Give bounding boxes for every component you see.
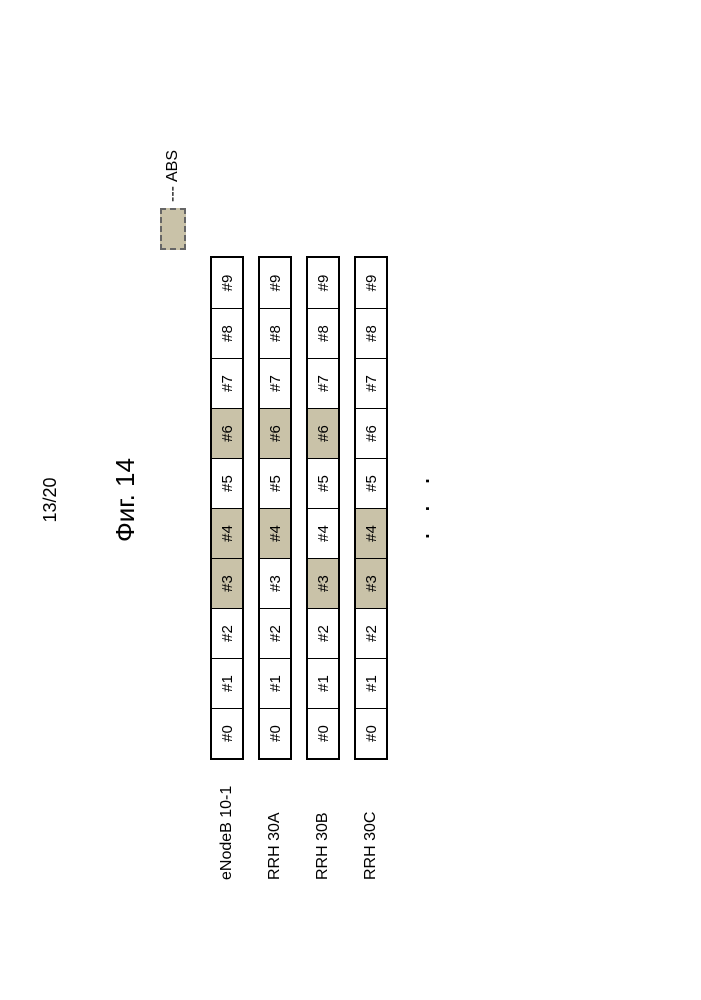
row-label: eNodeB 10-1: [218, 760, 236, 880]
subframe-cell: #8: [212, 308, 242, 358]
subframe-cell: #2: [260, 608, 290, 658]
legend-label: ABS: [164, 150, 182, 182]
subframe-cell: #4: [356, 508, 386, 558]
subframe-cell: #3: [212, 558, 242, 608]
subframe-cell: #9: [356, 258, 386, 308]
subframe-strip: #0#1#2#3#4#5#6#7#8#9: [354, 256, 388, 760]
subframe-cell: #0: [308, 708, 338, 758]
ellipsis: . . .: [404, 471, 436, 540]
subframe-cell: #9: [308, 258, 338, 308]
subframe-rows: eNodeB 10-1#0#1#2#3#4#5#6#7#8#9RRH 30A#0…: [210, 256, 402, 880]
legend-dots: ---: [164, 186, 182, 202]
subframe-cell: #1: [260, 658, 290, 708]
subframe-cell: #4: [260, 508, 290, 558]
subframe-cell: #0: [260, 708, 290, 758]
subframe-cell: #5: [212, 458, 242, 508]
subframe-row: RRH 30A#0#1#2#3#4#5#6#7#8#9: [258, 256, 292, 880]
subframe-cell: #8: [260, 308, 290, 358]
subframe-cell: #1: [212, 658, 242, 708]
subframe-cell: #6: [212, 408, 242, 458]
legend: --- ABS: [160, 150, 186, 250]
subframe-cell: #3: [356, 558, 386, 608]
subframe-cell: #8: [356, 308, 386, 358]
subframe-cell: #8: [308, 308, 338, 358]
subframe-cell: #3: [308, 558, 338, 608]
row-label: RRH 30B: [314, 760, 332, 880]
subframe-cell: #2: [356, 608, 386, 658]
subframe-cell: #5: [308, 458, 338, 508]
row-label: RRH 30A: [266, 760, 284, 880]
subframe-strip: #0#1#2#3#4#5#6#7#8#9: [258, 256, 292, 760]
subframe-cell: #7: [212, 358, 242, 408]
subframe-row: RRH 30C#0#1#2#3#4#5#6#7#8#9: [354, 256, 388, 880]
legend-swatch: [160, 208, 186, 250]
subframe-cell: #3: [260, 558, 290, 608]
subframe-cell: #0: [212, 708, 242, 758]
subframe-row: RRH 30B#0#1#2#3#4#5#6#7#8#9: [306, 256, 340, 880]
subframe-cell: #4: [212, 508, 242, 558]
subframe-cell: #6: [308, 408, 338, 458]
subframe-cell: #7: [260, 358, 290, 408]
subframe-strip: #0#1#2#3#4#5#6#7#8#9: [210, 256, 244, 760]
subframe-cell: #2: [308, 608, 338, 658]
subframe-cell: #9: [212, 258, 242, 308]
subframe-cell: #1: [308, 658, 338, 708]
subframe-cell: #1: [356, 658, 386, 708]
figure-title: Фиг. 14: [110, 0, 141, 1000]
subframe-cell: #5: [356, 458, 386, 508]
row-label: RRH 30C: [362, 760, 380, 880]
subframe-strip: #0#1#2#3#4#5#6#7#8#9: [306, 256, 340, 760]
subframe-cell: #6: [356, 408, 386, 458]
subframe-cell: #9: [260, 258, 290, 308]
subframe-cell: #0: [356, 708, 386, 758]
subframe-cell: #4: [308, 508, 338, 558]
subframe-cell: #7: [308, 358, 338, 408]
subframe-cell: #7: [356, 358, 386, 408]
subframe-cell: #2: [212, 608, 242, 658]
page-number: 13/20: [40, 0, 61, 1000]
subframe-cell: #5: [260, 458, 290, 508]
subframe-cell: #6: [260, 408, 290, 458]
subframe-row: eNodeB 10-1#0#1#2#3#4#5#6#7#8#9: [210, 256, 244, 880]
